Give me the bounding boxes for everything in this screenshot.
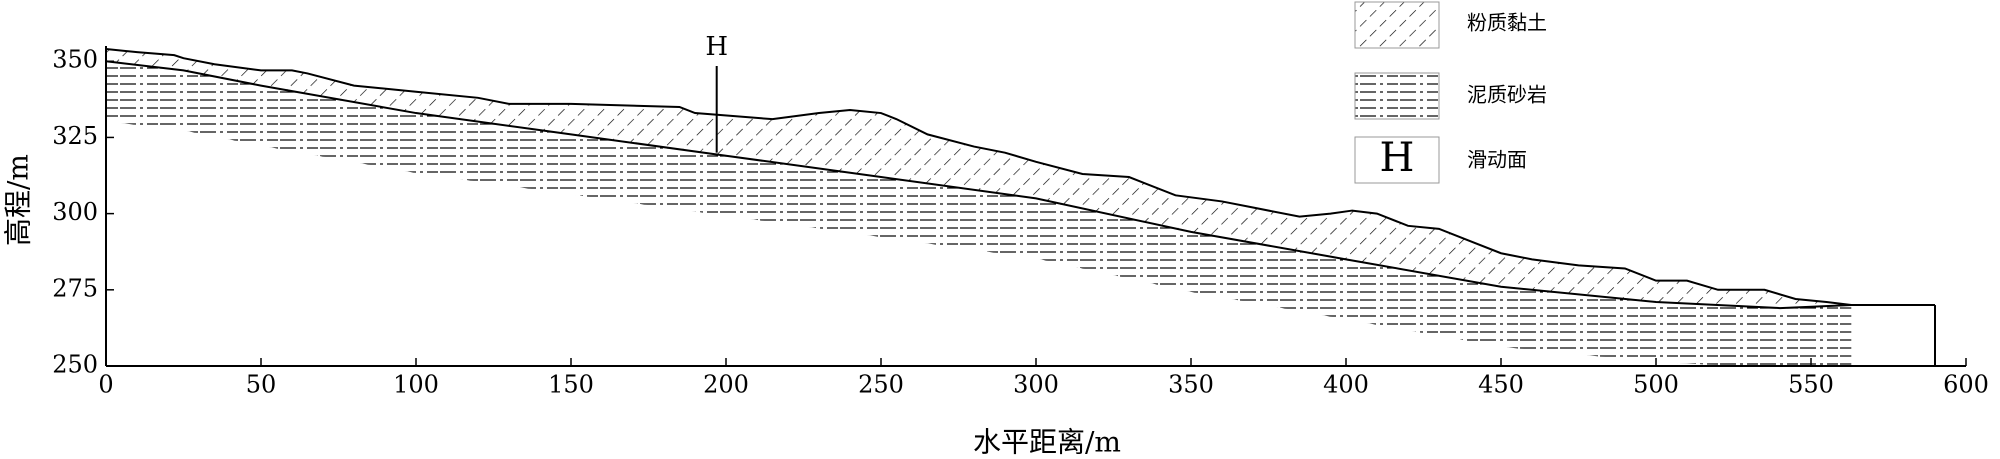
legend-swatch-clay	[1354, 1, 1440, 49]
rock-region	[106, 61, 1852, 369]
x-tick-label: 50	[246, 371, 277, 399]
y-tick-label: 300	[52, 198, 98, 226]
x-tick-label: 600	[1943, 371, 1989, 399]
x-tick-label: 100	[393, 371, 439, 399]
ground-surface	[105, 48, 1935, 307]
x-tick-label: 400	[1323, 371, 1369, 399]
x-tick-label: 300	[1013, 371, 1059, 399]
x-tick-label: 200	[703, 371, 749, 399]
annotation-label: H	[705, 32, 728, 62]
legend-label: 泥质砂岩	[1467, 83, 1547, 107]
x-tick-label: 350	[1168, 371, 1214, 399]
legend-label: 滑动面	[1467, 148, 1527, 172]
y-tick-label: 250	[52, 351, 98, 379]
x-tick-label: 500	[1633, 371, 1679, 399]
y-tick-label: 325	[52, 122, 98, 150]
clay-region	[106, 49, 1852, 309]
x-axis-label: 水平距离/m	[973, 426, 1121, 459]
legend-symbol: H	[1380, 135, 1415, 181]
x-tick-label: 150	[548, 371, 594, 399]
legend-swatch-slip	[1354, 136, 1440, 184]
x-tick-label: 250	[858, 371, 904, 399]
legend-swatch-rock	[1354, 72, 1440, 120]
slip-surface	[105, 60, 1852, 310]
legend-label: 粉质黏土	[1467, 11, 1547, 35]
x-tick-label: 450	[1478, 371, 1524, 399]
y-axis-label: 高程/m	[2, 154, 35, 246]
y-tick-label: 350	[52, 46, 98, 74]
x-tick-label: 0	[98, 371, 113, 399]
y-tick-label: 275	[52, 274, 98, 302]
x-tick-label: 550	[1788, 371, 1834, 399]
